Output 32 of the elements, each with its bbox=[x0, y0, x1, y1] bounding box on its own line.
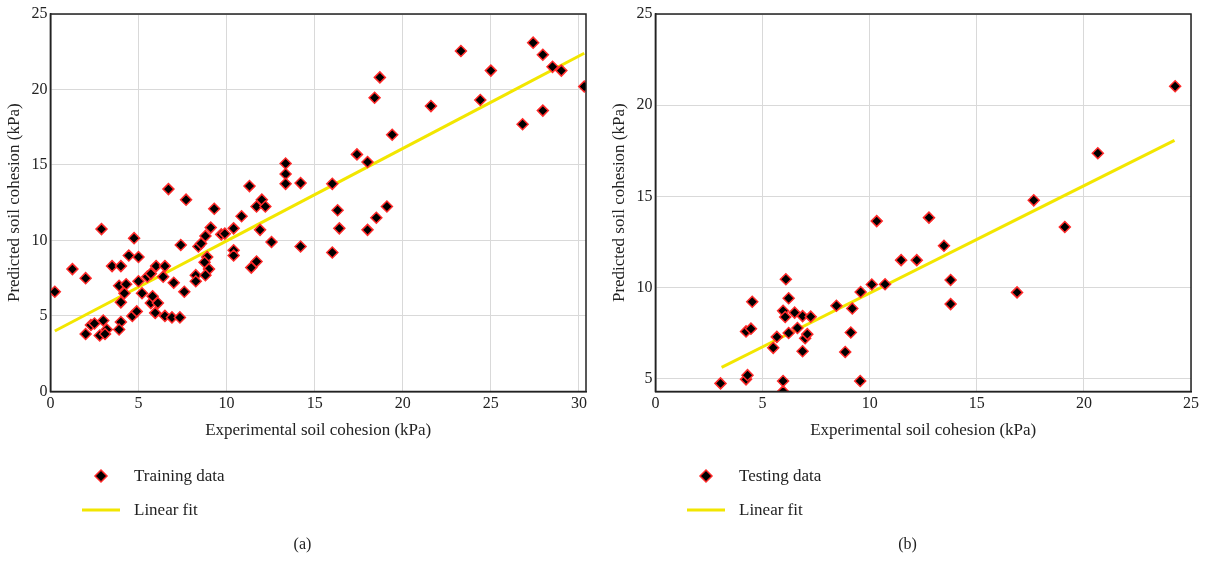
y-tick-label: 0 bbox=[39, 381, 48, 399]
y-tick-label: 15 bbox=[636, 186, 653, 204]
x-tick-label: 30 bbox=[570, 394, 587, 412]
x-tick-label: 20 bbox=[394, 394, 411, 412]
legend-label: Linear fit bbox=[739, 500, 803, 520]
y-tick-label: 10 bbox=[31, 230, 48, 248]
y-tick-label: 20 bbox=[31, 79, 48, 97]
x-tick-label: 25 bbox=[1183, 394, 1199, 412]
text: (a) bbox=[292, 535, 313, 553]
legend-label: Testing data bbox=[739, 466, 822, 486]
x-tick-label: 5 bbox=[134, 394, 143, 412]
x-tick-label: 10 bbox=[218, 394, 235, 412]
y-axis-title: Predicted soil cohesion (kPa) bbox=[3, 103, 23, 303]
legend-label: Linear fit bbox=[134, 500, 198, 520]
x-tick-label: 10 bbox=[861, 394, 878, 412]
x-axis-title: Experimental soil cohesion (kPa) bbox=[810, 420, 1037, 440]
x-tick-label: 15 bbox=[968, 394, 985, 412]
y-tick-label: 25 bbox=[636, 4, 653, 22]
y-tick-label: 15 bbox=[31, 155, 48, 173]
x-axis-title: Experimental soil cohesion (kPa) bbox=[205, 420, 432, 440]
x-tick-label: 20 bbox=[1075, 394, 1092, 412]
y-tick-label: 25 bbox=[31, 4, 48, 22]
y-tick-label: 10 bbox=[636, 277, 653, 295]
y-tick-label: 5 bbox=[39, 306, 48, 324]
y-axis-title: Predicted soil cohesion (kPa) bbox=[608, 103, 628, 303]
text: (b) bbox=[897, 535, 918, 553]
x-tick-label: 25 bbox=[482, 394, 499, 412]
legend-label: Training data bbox=[134, 466, 225, 486]
x-tick-label: 5 bbox=[758, 394, 767, 412]
x-tick-label: 15 bbox=[306, 394, 323, 412]
y-tick-label: 5 bbox=[644, 368, 653, 386]
y-tick-label: 20 bbox=[636, 95, 653, 113]
